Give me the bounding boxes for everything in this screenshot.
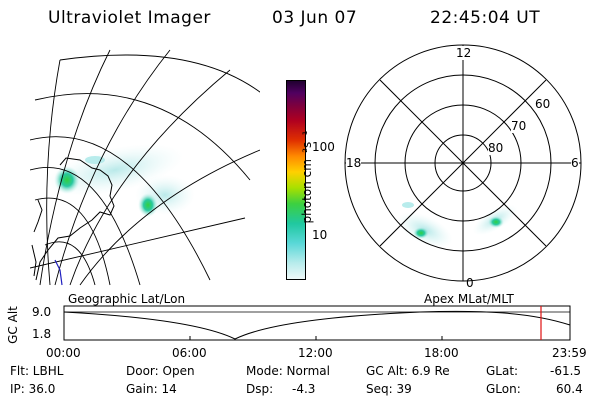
status-gc-alt: GC Alt: 6.9 Re	[366, 364, 450, 378]
polar-plot	[344, 44, 582, 282]
status-dsp-value: -4.3	[292, 382, 316, 396]
timeline-right-title: Apex MLat/MLT	[424, 292, 514, 306]
status-mode: Mode: Normal	[246, 364, 330, 378]
status-door: Door: Open	[126, 364, 195, 378]
y-tick-1-8: 1.8	[32, 327, 52, 341]
colorbar-label: photon cm⁻²s⁻¹	[300, 130, 314, 224]
status-ip: IP: 36.0	[10, 382, 56, 396]
y-tick-9: 9.0	[32, 305, 52, 319]
status-glon-label: GLon:	[486, 382, 521, 396]
timeline-left-title: Geographic Lat/Lon	[68, 292, 186, 306]
x-tick-1800: 18:00	[424, 346, 459, 360]
altitude-curve	[63, 310, 571, 340]
status-glon-value: 60.4	[556, 382, 583, 396]
mlt-label-6: 6	[571, 156, 579, 170]
status-glat-label: GLat:	[486, 364, 519, 378]
status-dsp-label: Dsp:	[246, 382, 274, 396]
colorbar	[286, 80, 306, 280]
coastline	[35, 157, 115, 281]
lat-label-70: 70	[511, 119, 527, 133]
status-glat-value: -61.5	[550, 364, 582, 378]
time-label: 22:45:04 UT	[430, 8, 541, 28]
geographic-image	[30, 49, 260, 286]
timeline-plot	[63, 305, 571, 341]
lat-label-80: 80	[488, 141, 504, 155]
auroral-emission-polar	[397, 202, 518, 248]
mlt-label-18: 18	[346, 156, 362, 170]
instrument-title: Ultraviolet Imager	[48, 8, 211, 28]
x-tick-1200: 12:00	[298, 346, 333, 360]
footpoint-track	[54, 259, 63, 286]
date-label: 03 Jun 07	[272, 8, 358, 28]
x-tick-2359: 23:59	[552, 346, 587, 360]
lat-label-60: 60	[535, 97, 551, 111]
status-seq: Seq: 39	[366, 382, 412, 396]
colorbar-tick-10: 10	[312, 228, 328, 242]
auroral-emission-left	[46, 144, 195, 217]
x-tick-0000: 00:00	[46, 346, 81, 360]
mlt-label-0: 0	[466, 276, 474, 290]
status-filter: Flt: LBHL	[10, 364, 64, 378]
timeline-y-label: GC Alt	[5, 306, 20, 344]
colorbar-tick-100: 100	[312, 140, 335, 154]
status-gain: Gain: 14	[126, 382, 177, 396]
mlt-label-12: 12	[456, 46, 472, 60]
x-tick-0600: 06:00	[172, 346, 207, 360]
